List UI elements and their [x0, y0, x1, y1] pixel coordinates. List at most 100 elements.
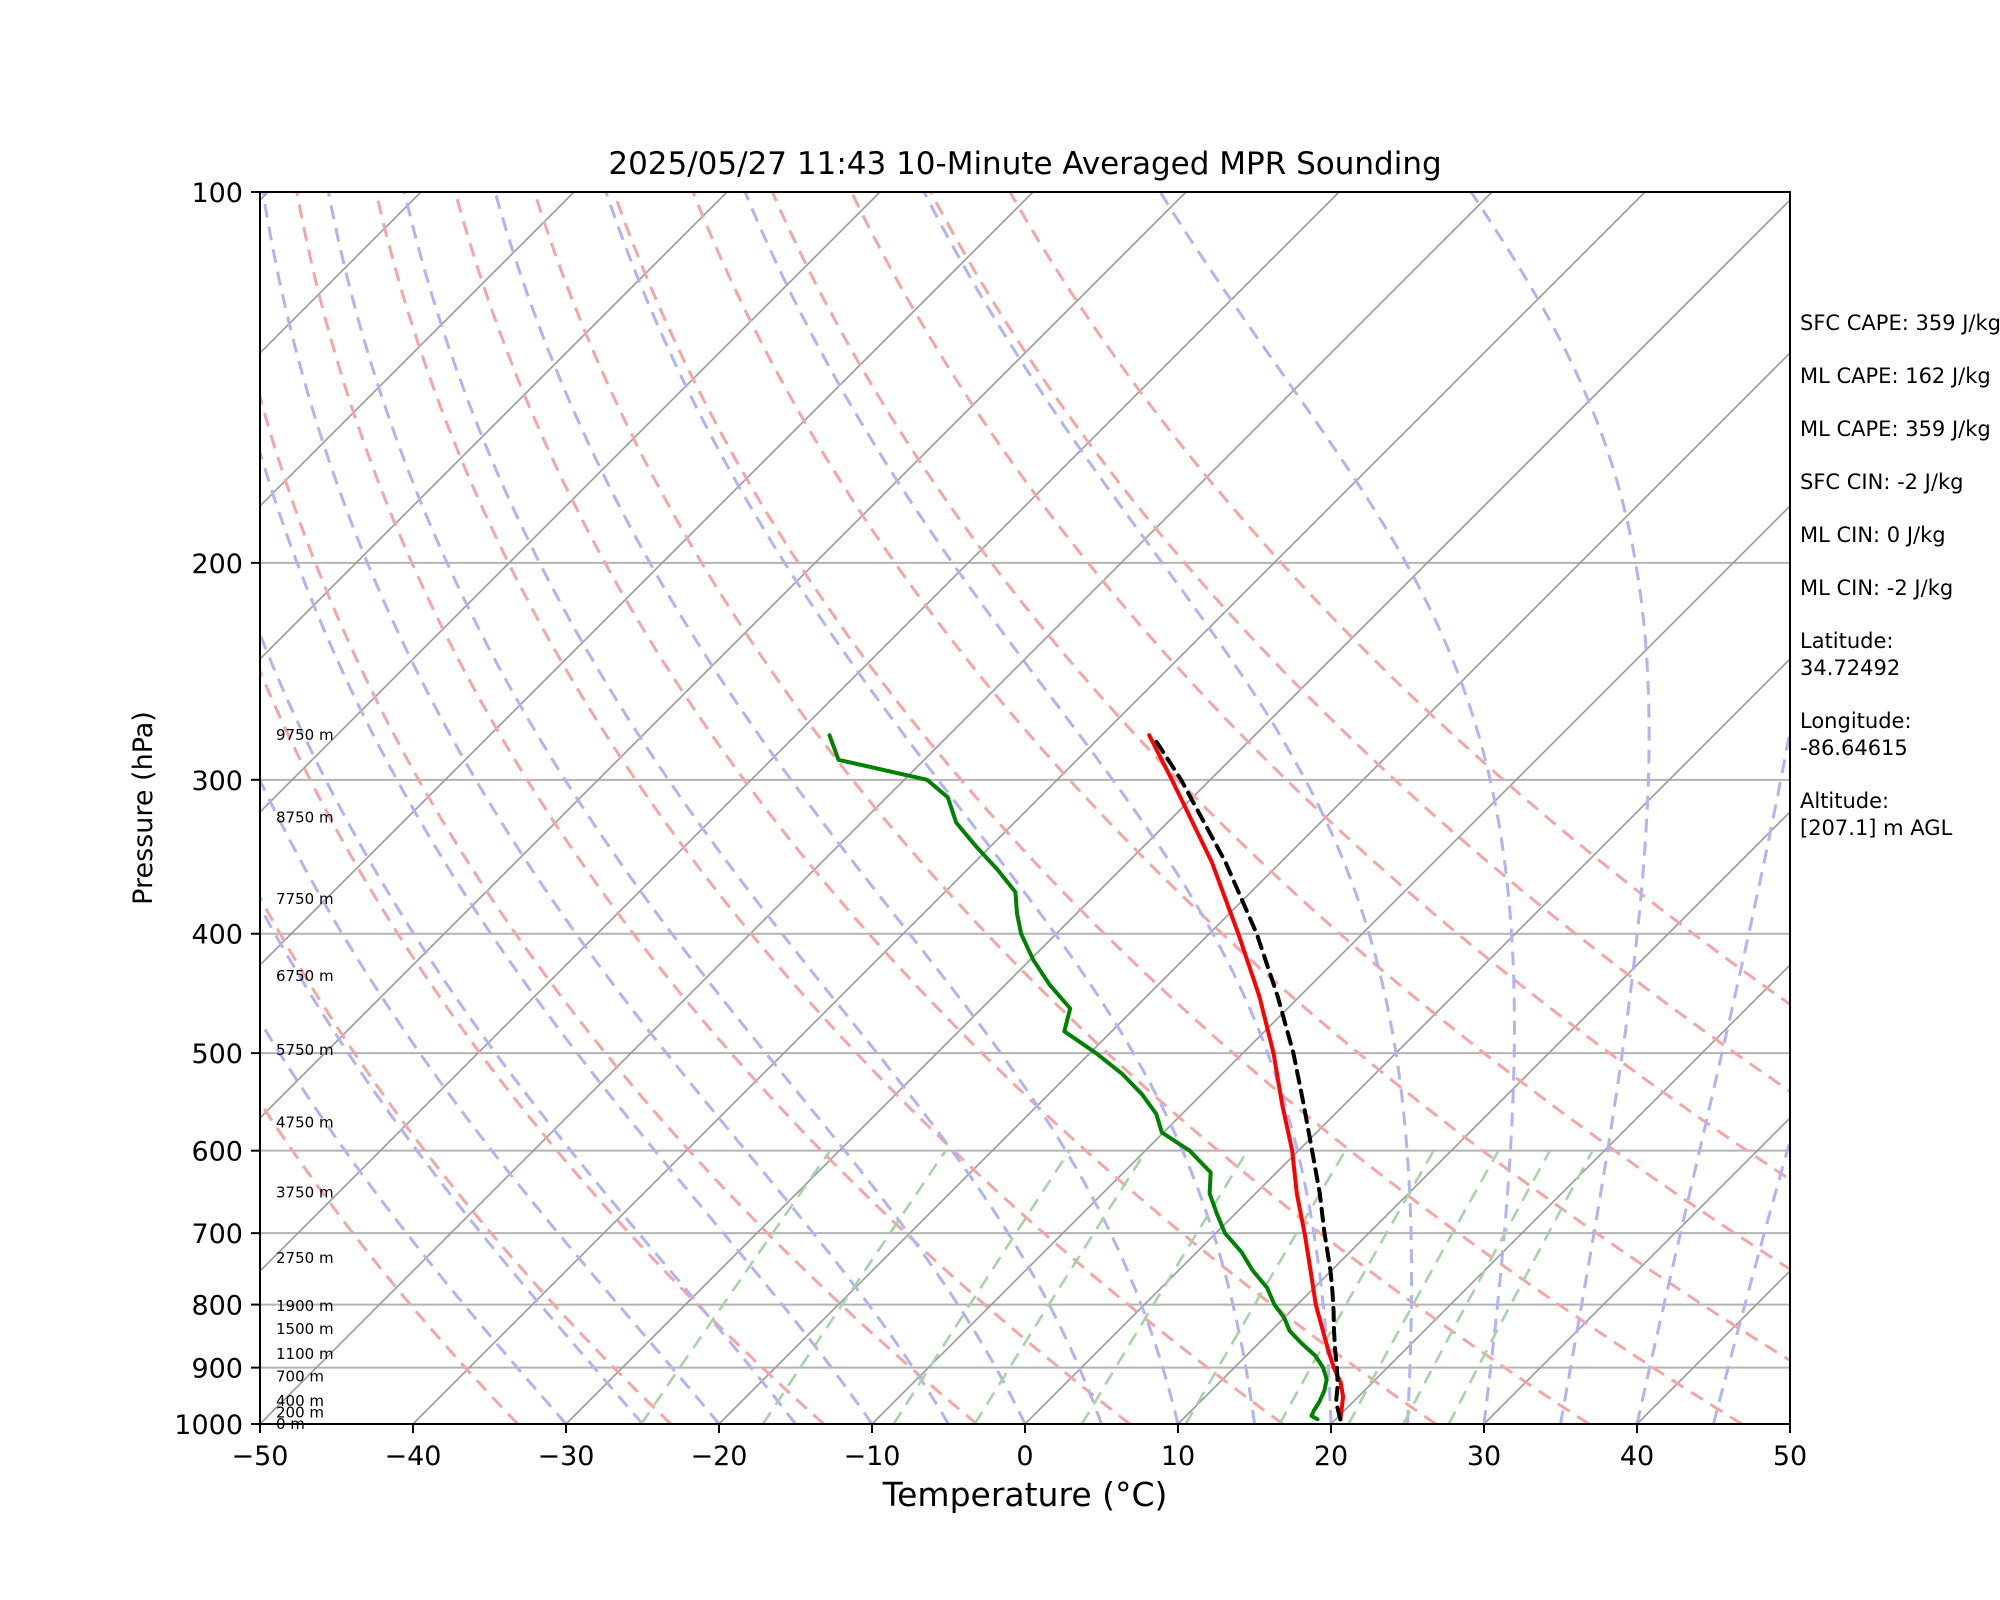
moist-adiabat-line	[260, 630, 797, 1424]
height-label: 6750 m	[276, 967, 334, 985]
isotherm-line	[1177, 810, 1790, 1424]
x-tick-label: 50	[1773, 1441, 1807, 1472]
mixing-ratio-line	[640, 1149, 832, 1424]
parcel-profile-trace	[1150, 733, 1343, 1422]
isotherm-line	[260, 192, 1034, 967]
dewpoint-trace	[827, 733, 1329, 1422]
height-label: 1500 m	[276, 1320, 334, 1338]
height-label: 200 m	[276, 1404, 324, 1422]
isotherm-line	[871, 504, 1790, 1424]
longitude-label: Longitude:	[1800, 709, 1912, 733]
sfc-cape-stat: SFC CAPE: 359 J/kg	[1800, 311, 2000, 335]
y-tick-label: 800	[191, 1291, 243, 1322]
dry-adiabat-line	[1008, 192, 1790, 1007]
longitude-info: Longitude: -86.64615	[1800, 708, 2000, 788]
mixing-ratio-line	[973, 1150, 1148, 1424]
isotherm-line	[0, 192, 115, 1424]
mixing-ratio-line	[1278, 1150, 1435, 1424]
isotherm-line	[260, 192, 1340, 1273]
y-tick-label: 200	[191, 549, 243, 580]
mixing-ratio-line	[1447, 1150, 1594, 1424]
sfc-cin-stat: SFC CIN: -2 J/kg	[1800, 470, 1964, 494]
x-tick-label: −20	[691, 1441, 748, 1472]
sounding-stats-panel: SFC CAPE: 359 J/kg ML CAPE: 162 J/kg ML …	[1800, 310, 2000, 868]
dry-adiabat-line	[691, 192, 1790, 1363]
x-tick-label: 10	[1161, 1441, 1195, 1472]
height-label: 1900 m	[276, 1297, 334, 1315]
moist-adiabat-line	[743, 192, 1333, 1424]
y-tick-label: 300	[191, 766, 243, 797]
y-axis-label: Pressure (hPa)	[128, 711, 159, 905]
x-tick-label: 40	[1620, 1441, 1654, 1472]
latitude-value: 34.72492	[1800, 656, 1901, 680]
x-tick-label: 0	[1016, 1441, 1033, 1472]
isotherm-line	[260, 192, 1187, 1120]
height-label: 400 m	[276, 1392, 324, 1410]
height-label: 4750 m	[276, 1113, 334, 1131]
y-tick-label: 700	[191, 1219, 243, 1250]
dry-adiabat-line	[770, 192, 1790, 1272]
chart-title: 2025/05/27 11:43 10-Minute Averaged MPR …	[608, 146, 1441, 182]
moist-adiabat-line	[922, 192, 1413, 1424]
height-label: 5750 m	[276, 1041, 334, 1059]
x-tick-label: −50	[232, 1441, 289, 1472]
y-tick-label: 1000	[174, 1410, 243, 1441]
dry-adiabat-line	[295, 192, 1131, 1424]
isotherm-line	[565, 198, 1790, 1424]
moist-adiabat-line	[1158, 192, 1516, 1424]
mixing-ratio-line	[892, 1149, 1071, 1424]
dry-adiabat-line	[929, 192, 1790, 1094]
x-tick-label: −40	[385, 1441, 442, 1472]
temperature-trace	[1147, 733, 1346, 1422]
height-label: 1100 m	[276, 1345, 334, 1363]
moist-adiabat-line	[1469, 192, 1651, 1424]
x-tick-label: −30	[538, 1441, 595, 1472]
y-tick-label: 100	[191, 178, 243, 209]
dry-adiabat-line	[260, 894, 672, 1424]
moist-adiabat-line	[493, 192, 1180, 1424]
isotherm-line	[1024, 657, 1790, 1424]
isotherm-line	[260, 192, 575, 508]
dry-adiabat-line	[374, 192, 1284, 1424]
ml-cape-stat: ML CAPE: 162 J/kg	[1800, 364, 1991, 388]
height-label: 2750 m	[276, 1249, 334, 1267]
altitude-label: Altitude:	[1800, 789, 1890, 813]
height-label: 700 m	[276, 1367, 324, 1385]
moist-adiabat-line	[1635, 722, 1790, 1424]
height-label: 3750 m	[276, 1184, 334, 1202]
ml-cape-stat-2: ML CAPE: 359 J/kg	[1800, 417, 1991, 441]
plot-frame	[259, 191, 1791, 1425]
x-tick-label: −10	[844, 1441, 901, 1472]
isotherm-line	[1330, 963, 1790, 1424]
height-label: 7750 m	[276, 890, 334, 908]
y-tick-label: 500	[191, 1039, 243, 1070]
moist-adiabat-line	[604, 192, 1256, 1424]
mixing-ratio-line	[1080, 1150, 1249, 1424]
y-tick-label: 600	[191, 1137, 243, 1168]
dry-adiabat-line	[850, 192, 1790, 1182]
dry-adiabat-line	[453, 192, 1437, 1424]
longitude-value: -86.64615	[1800, 736, 1908, 760]
moist-adiabat-line	[402, 192, 1103, 1424]
isotherm-line	[1483, 1116, 1790, 1424]
isotherm-line	[718, 351, 1790, 1424]
moist-adiabat-line	[261, 192, 950, 1424]
dry-adiabat-line	[260, 1099, 519, 1424]
isotherm-line	[412, 192, 1646, 1424]
height-label: 9750 m	[276, 726, 334, 744]
altitude-value: [207.1] m AGL	[1800, 816, 1953, 840]
dry-adiabat-line	[612, 192, 1743, 1424]
latitude-info: Latitude: 34.72492	[1800, 628, 2000, 708]
y-tick-label: 900	[191, 1354, 243, 1385]
mixing-ratio-line	[761, 1149, 947, 1424]
plot-area	[0, 192, 1790, 1424]
y-tick-label: 400	[191, 920, 243, 951]
altitude-info: Altitude: [207.1] m AGL	[1800, 788, 2000, 868]
latitude-label: Latitude:	[1800, 629, 1894, 653]
x-axis-label: Temperature (°C)	[882, 1475, 1168, 1514]
ml-cin-stat-2: ML CIN: -2 J/kg	[1800, 576, 1954, 600]
height-label: 8750 m	[276, 809, 334, 827]
x-tick-label: 20	[1314, 1441, 1348, 1472]
